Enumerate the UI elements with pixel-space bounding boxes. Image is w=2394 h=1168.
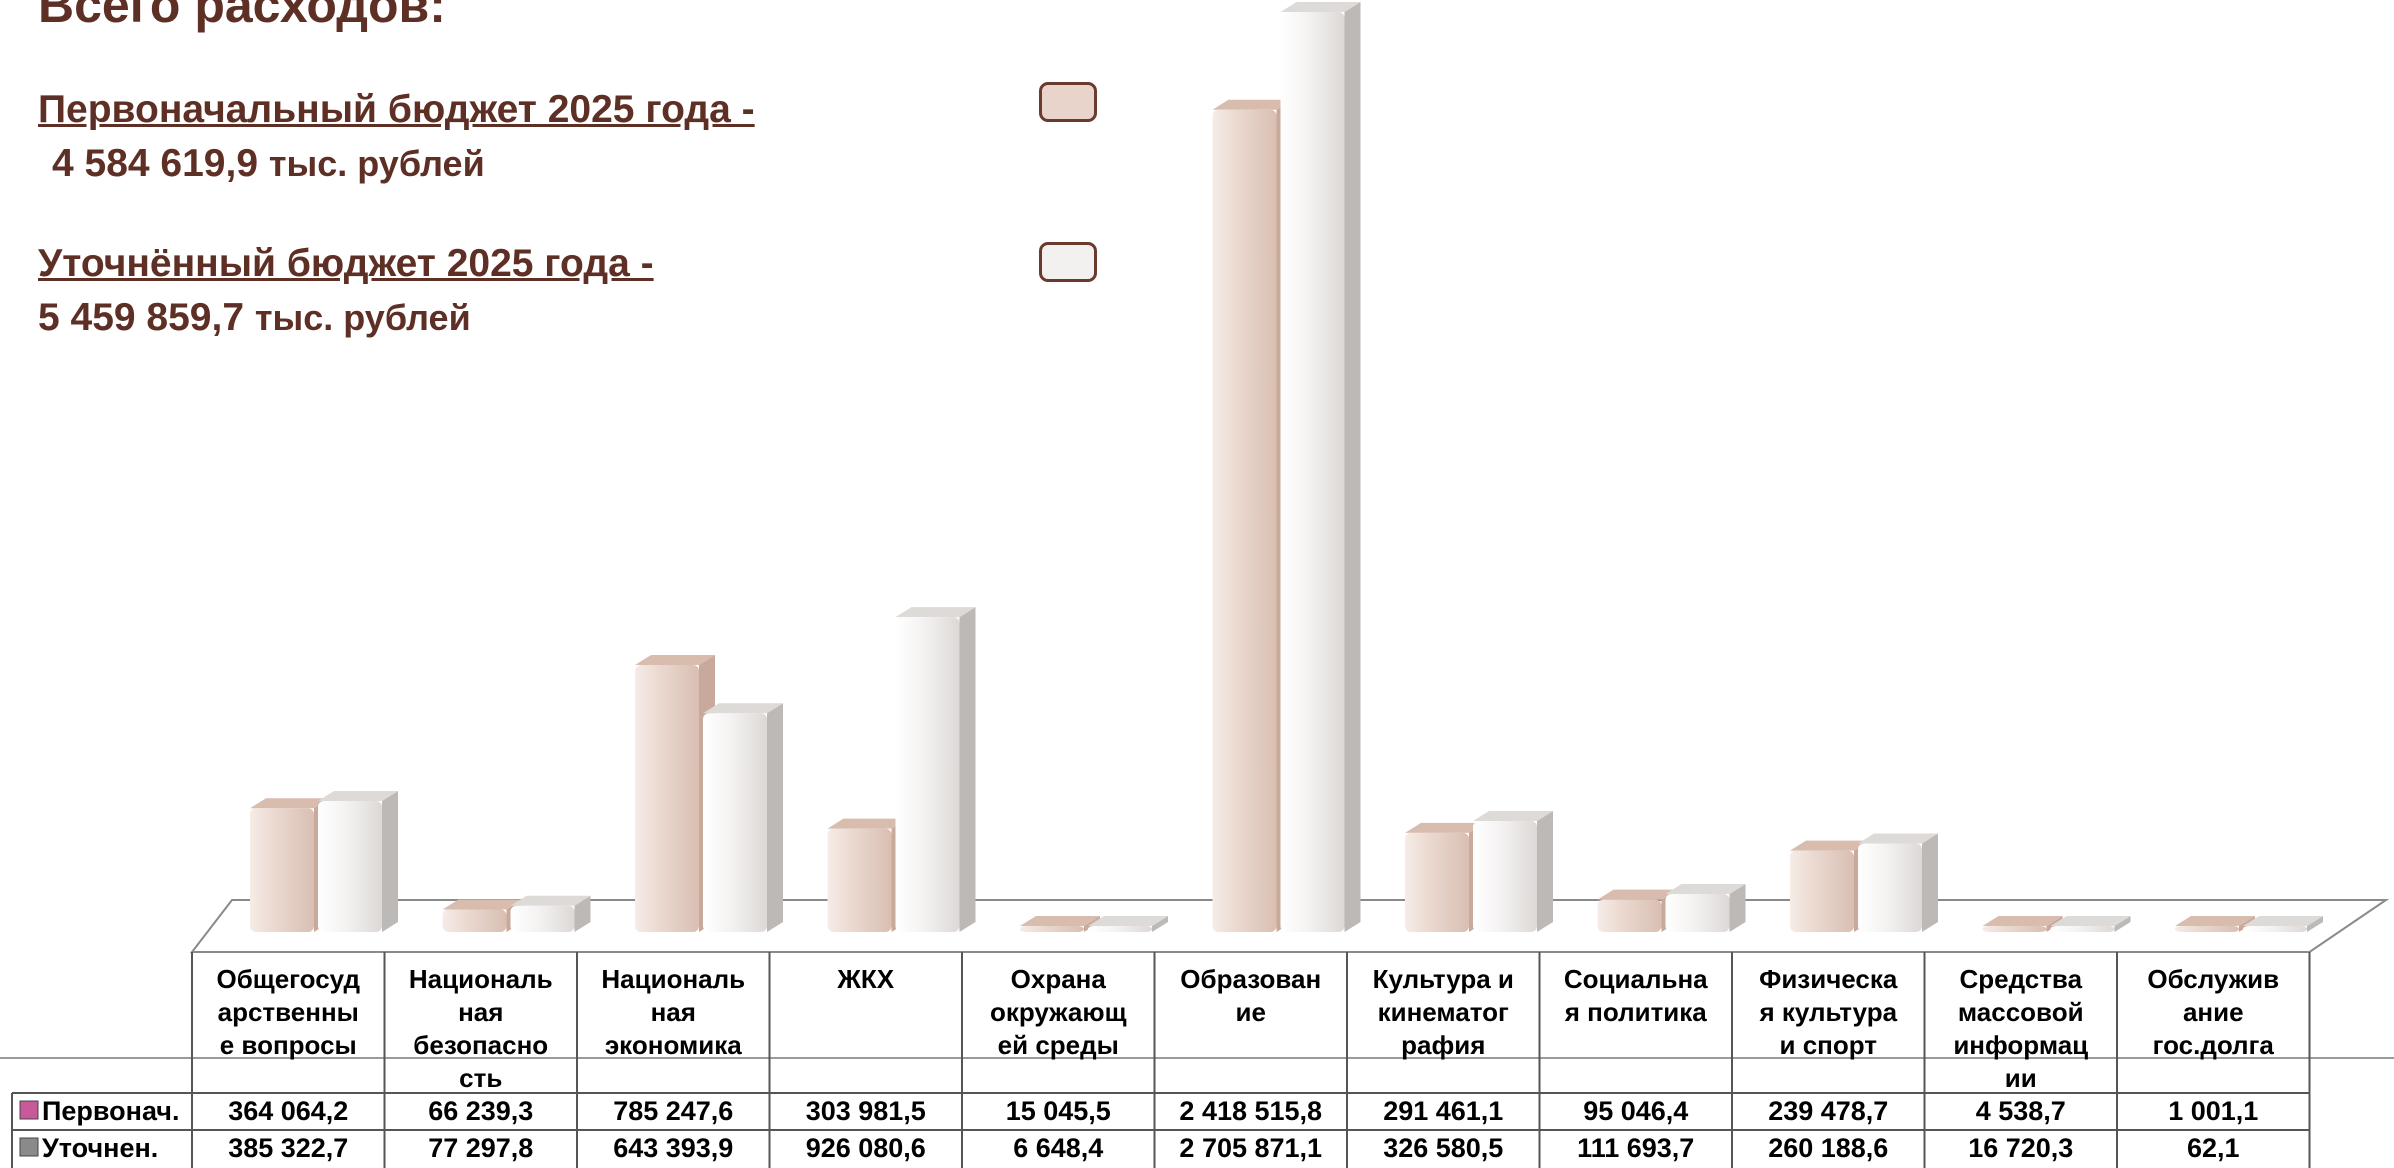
bar-revised-5: [1088, 916, 1168, 932]
table-cell: 77 297,8: [428, 1133, 533, 1163]
bar-revised-11: [2243, 916, 2323, 932]
table-cell: 303 981,5: [806, 1096, 926, 1126]
table-cell: 2 418 515,8: [1179, 1096, 1322, 1126]
bar-revised-2: [510, 895, 591, 932]
category-label: Культура и кинематог рафия: [1373, 964, 1514, 1060]
table-cell: 111 693,7: [1577, 1133, 1694, 1163]
legend-key-initial: [19, 1100, 39, 1120]
table-cell: 16 720,3: [1968, 1133, 2073, 1163]
category-label: Националь ная экономика: [601, 964, 745, 1060]
category-label: Физическа я культура и спорт: [1758, 964, 1897, 1060]
revised-budget-title: Уточнённый бюджет 2025 года -: [38, 242, 654, 285]
bar-revised-10: [2050, 916, 2131, 932]
category-label: ЖКХ: [836, 964, 894, 994]
legend-key-revised: [19, 1137, 39, 1157]
legend-swatch-revised: [1039, 242, 1097, 282]
initial-budget-value: 4 584 619,9 тыс. рублей: [52, 142, 485, 186]
table-cell: 62,1: [2187, 1133, 2240, 1163]
table-cell: 15 045,5: [1006, 1096, 1111, 1126]
bar-revised-8: [1665, 884, 1746, 932]
revised-budget-value: 5 459 859,7 тыс. рублей: [38, 296, 471, 340]
bar-revised-3: [703, 703, 783, 932]
table-cell: 364 064,2: [228, 1096, 348, 1126]
table-cell: 1 001,1: [2168, 1096, 2258, 1126]
table-cell: 785 247,6: [613, 1096, 733, 1126]
category-label: Средства массовой информац ии: [1953, 964, 2088, 1093]
table-cell: 291 461,1: [1383, 1096, 1503, 1126]
table-cell: 385 322,7: [228, 1133, 348, 1163]
category-label: Националь ная безопасно сть: [409, 964, 553, 1093]
table-cell: 2 705 871,1: [1179, 1133, 1322, 1163]
page-heading: Всего расходов:: [38, 0, 446, 33]
data-table: Общегосуд арственны е вопросы Националь ная б…: [0, 952, 2394, 1168]
bar-initial-5: [1020, 916, 1100, 932]
category-label: Социальна я политика: [1564, 964, 1708, 1027]
table-cell: 6 648,4: [1013, 1133, 1103, 1163]
bar-revised-1: [318, 790, 398, 932]
table-cell: 4 538,7: [1976, 1096, 2066, 1126]
table-cell: 926 080,6: [806, 1133, 926, 1163]
row-label-revised: Уточнен.: [42, 1133, 158, 1163]
bar-revised-7: [1473, 810, 1553, 932]
revised-budget-amount: 5 459 859,7: [38, 296, 245, 339]
bar-revised-9: [1858, 833, 1938, 932]
initial-budget-title: Первоначальный бюджет 2025 года -: [38, 88, 755, 131]
row-label-initial: Первонач.: [42, 1096, 179, 1126]
table-cell: 66 239,3: [428, 1096, 533, 1126]
revised-budget-unit: тыс. рублей: [254, 297, 471, 338]
table-cell: 326 580,5: [1383, 1133, 1503, 1163]
category-label: Обслужив ание гос.долга: [2147, 964, 2279, 1060]
category-label: Общегосуд арственны е вопросы: [217, 964, 361, 1060]
initial-budget-unit: тыс. рублей: [268, 143, 485, 184]
bar-revised-6: [1280, 2, 1361, 932]
chart-bars: [250, 2, 2323, 932]
legend-swatch-initial: [1039, 82, 1097, 122]
table-cell: 95 046,4: [1583, 1096, 1688, 1126]
table-cell: 239 478,7: [1768, 1096, 1888, 1126]
initial-budget-amount: 4 584 619,9: [52, 142, 259, 185]
table-cell: 643 393,9: [613, 1133, 733, 1163]
table-cell: 260 188,6: [1768, 1133, 1888, 1163]
category-label: Образован ие: [1180, 964, 1321, 1027]
bar-revised-4: [895, 607, 976, 932]
category-label: Охрана окружающ ей среды: [990, 964, 1127, 1060]
